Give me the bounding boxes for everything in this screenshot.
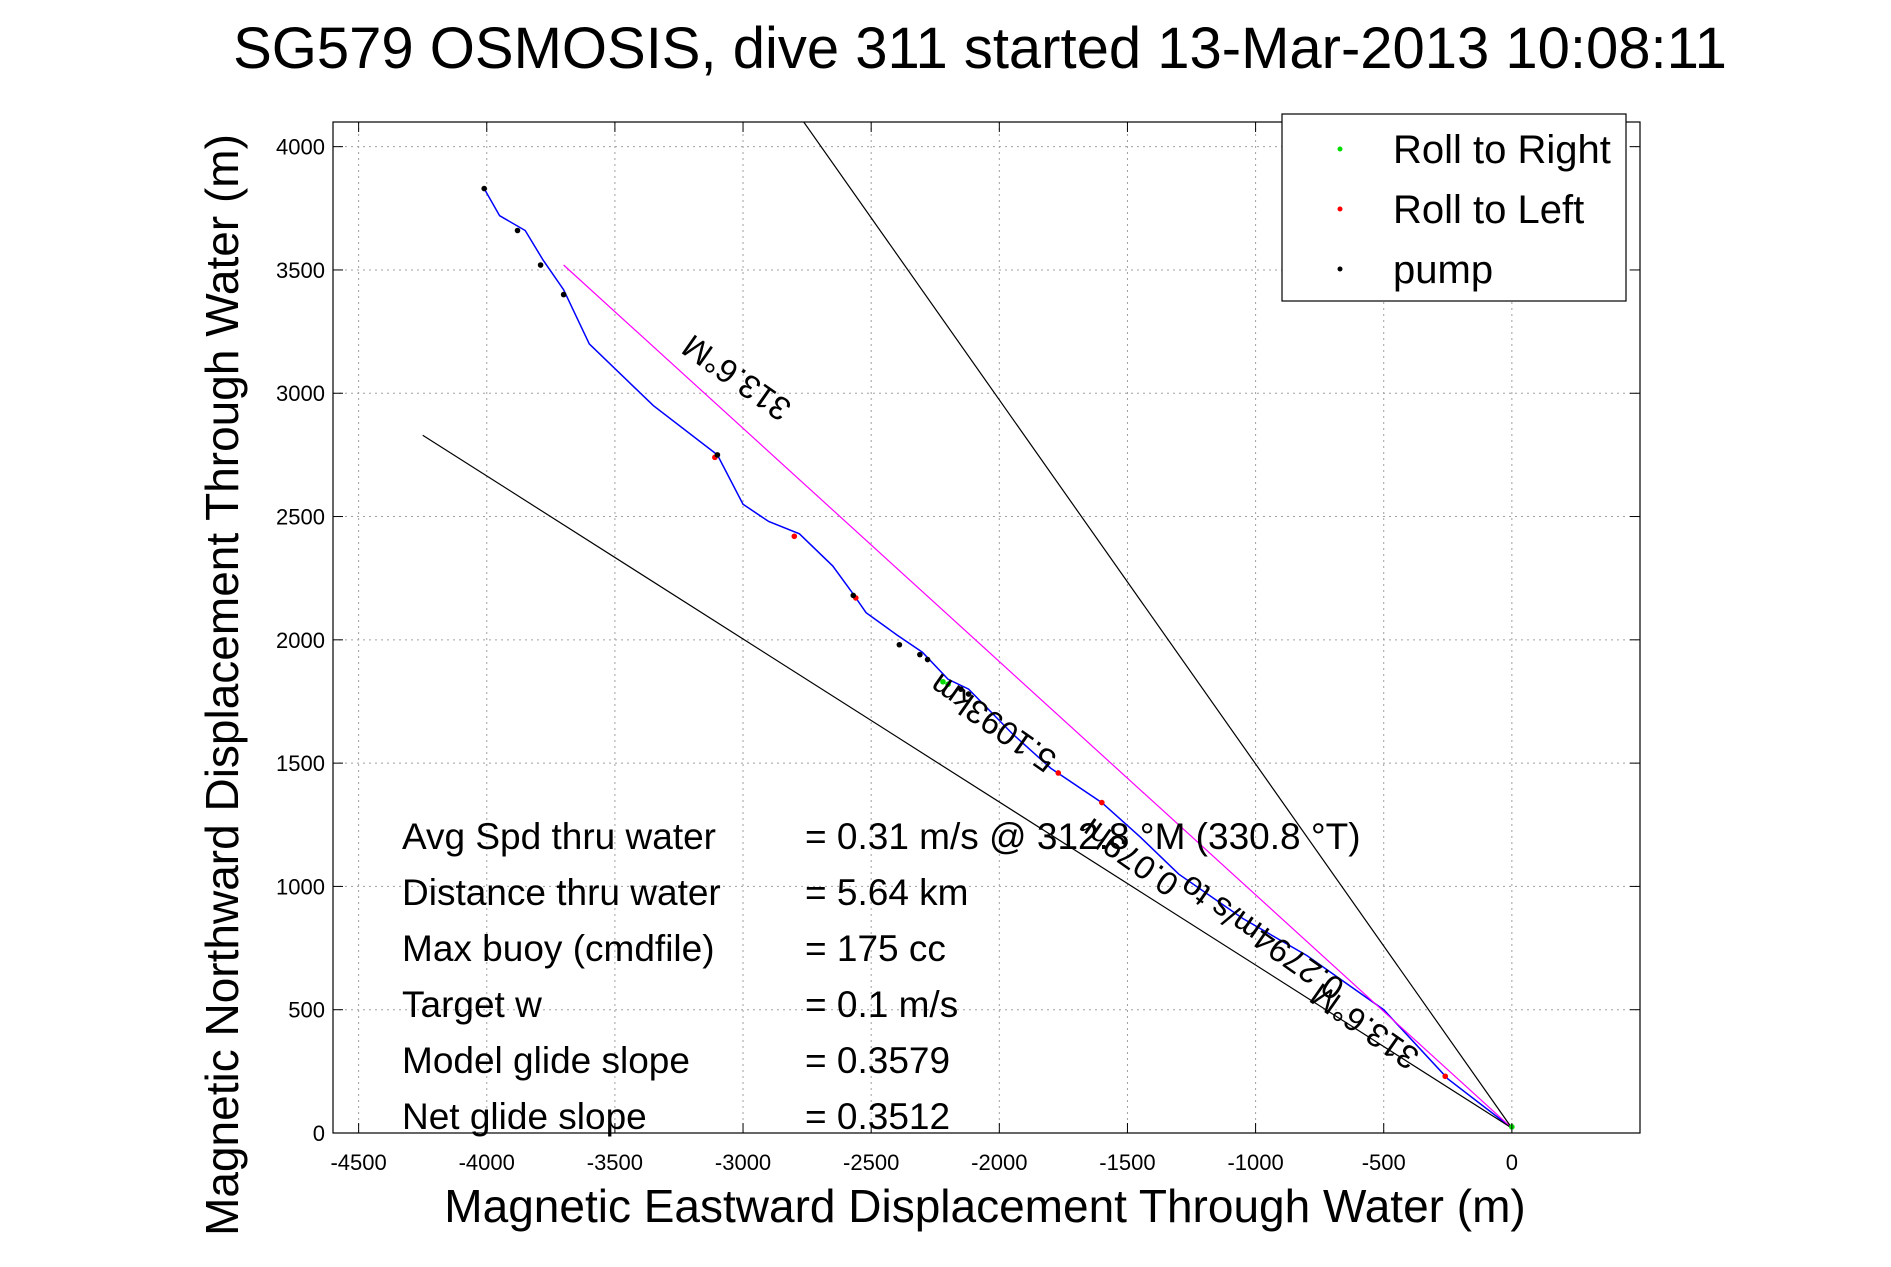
y-tick-label: 3000 [276,381,325,406]
x-tick-label: -2500 [843,1150,899,1175]
legend-label: pump [1393,248,1493,292]
marker-pump [537,262,544,268]
marker-roll-left [1055,770,1062,776]
series-heading-line-1 [563,264,1513,1129]
x-tick-label: -4000 [459,1150,515,1175]
stat-label: Model glide slope [402,1040,690,1081]
stat-value: = 5.64 km [805,872,969,913]
x-tick-label: -1500 [1099,1150,1155,1175]
y-tick-label: 1500 [276,751,325,776]
y-tick-labels: 0 500 1000 1500 2000 2500 3000 3500 4000 [276,135,325,1146]
x-tick-labels: -4500 -4000 -3500 -3000 -2500 -2000 -1500 -1000… [330,1150,1518,1175]
x-tick-label: 0 [1506,1150,1518,1175]
legend-marker [1337,146,1343,152]
marker-pump [924,656,931,663]
marker-pump [514,227,521,234]
marker-pump [714,452,721,458]
stat-label: Target w [402,984,542,1025]
marker-pump [958,686,964,692]
marker-pump [560,291,567,298]
marker-layer [481,185,1515,1130]
y-axis-label: Magnetic Northward Displacement Through … [196,134,248,1236]
stat-label: Net glide slope [402,1096,647,1137]
stats-box: Avg Spd thru water = 0.31 m/s @ 312.8 °M … [402,816,1361,1137]
legend-marker [1337,266,1343,272]
x-tick-label: -3500 [587,1150,643,1175]
marker-pump [917,651,923,658]
series-cone-line-3 [422,434,1513,1129]
marker-roll-left [791,533,798,540]
marker-pump [481,185,488,192]
axes-box [332,121,1641,1134]
series-layer [422,122,1513,1129]
x-tick-label: -2000 [971,1150,1027,1175]
marker-roll-left [1442,1073,1449,1080]
stat-value: = 0.31 m/s @ 312.8 °M (330.8 °T) [805,816,1361,857]
y-tick-label: 0 [313,1121,325,1146]
stat-label: Max buoy (cmdfile) [402,928,715,969]
marker-roll-right [940,678,946,685]
legend-label: Roll to Left [1393,188,1584,232]
marker-pump [896,641,903,648]
legend-label: Roll to Right [1393,128,1611,172]
x-tick-label: -500 [1362,1150,1406,1175]
y-tick-label: 500 [288,998,325,1023]
chart-title: SG579 OSMOSIS, dive 311 started 13-Mar-2… [233,16,1727,81]
marker-roll-right [945,681,951,688]
stat-value: = 0.3512 [805,1096,950,1137]
y-tick-label: 3500 [276,258,325,283]
legend: Roll to Right Roll to Left pump [1281,113,1627,302]
stat-label: Avg Spd thru water [402,816,716,857]
marker-pump [850,592,857,599]
y-tick-label: 4000 [276,135,325,160]
marker-pump [965,691,972,697]
x-axis-label: Magnetic Eastward Displacement Through W… [444,1180,1525,1232]
y-tick-label: 2500 [276,505,325,530]
series-cone-line-2 [803,122,1513,1129]
series-track-0 [483,188,1513,1129]
legend-marker [1337,206,1343,212]
marker-roll-left [1099,799,1105,806]
x-tick-label: -4500 [330,1150,386,1175]
x-tick-label: -3000 [715,1150,771,1175]
y-tick-label: 2000 [276,628,325,653]
y-tick-label: 1000 [276,874,325,899]
x-tick-label: -1000 [1227,1150,1283,1175]
stat-value: = 0.1 m/s [805,984,958,1025]
stat-label: Distance thru water [402,872,721,913]
stat-value: = 175 cc [805,928,946,969]
stat-value: = 0.3579 [805,1040,950,1081]
